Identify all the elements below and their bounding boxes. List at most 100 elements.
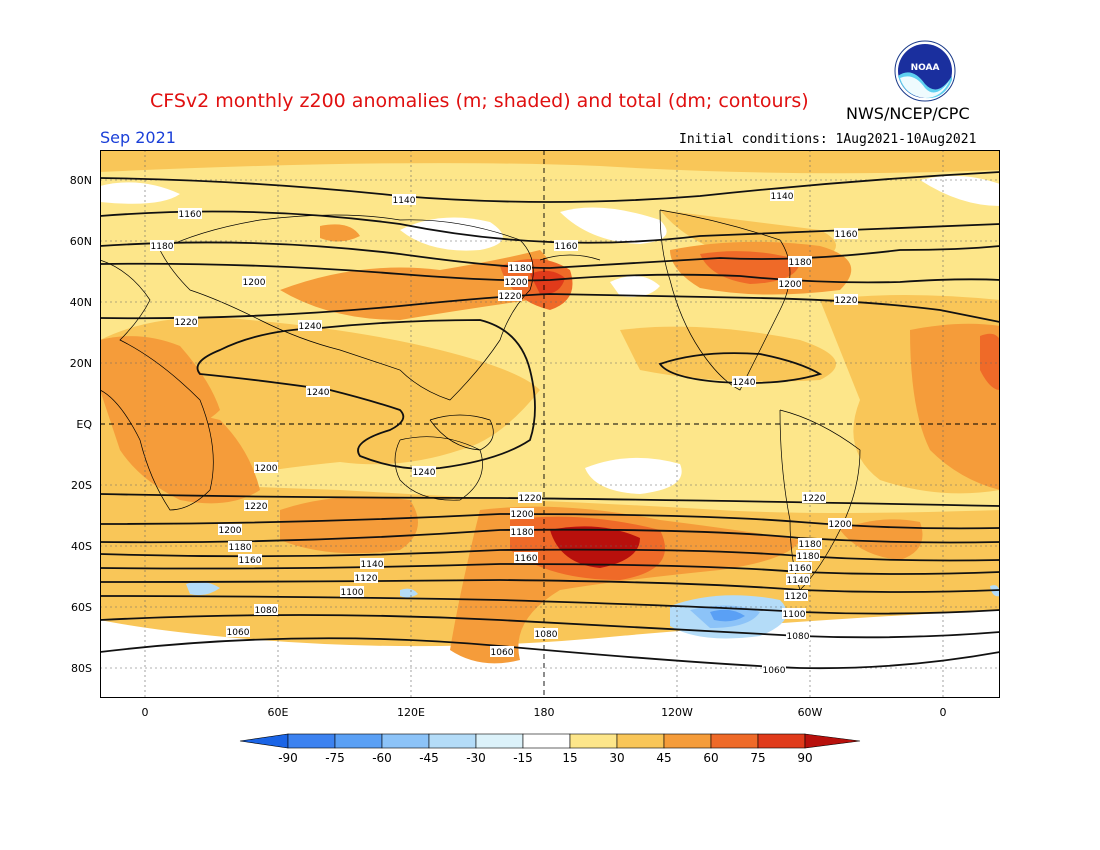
svg-text:1060: 1060: [763, 666, 786, 676]
contour-label: 1180: [510, 526, 534, 538]
contour-label: 1120: [354, 572, 378, 584]
contour-label: 1240: [732, 376, 756, 388]
contour-1100-s: [100, 595, 1000, 615]
contour-label: 1220: [244, 500, 268, 512]
colorbar-label: 60: [703, 751, 718, 765]
svg-text:1200: 1200: [243, 278, 266, 288]
contour-label: 1140: [392, 194, 416, 206]
svg-text:1220: 1220: [499, 292, 522, 302]
contour-label: 1080: [534, 628, 558, 640]
shade-45-satl: [840, 519, 923, 560]
svg-text:1200: 1200: [219, 526, 242, 536]
contour-label: 1100: [782, 608, 806, 620]
contour-label: 1240: [412, 466, 436, 478]
shade-white-greenland: [920, 175, 1000, 206]
svg-text:NOAA: NOAA: [911, 63, 940, 73]
svg-text:1200: 1200: [829, 520, 852, 530]
colorbar-swatch: [757, 733, 806, 749]
contour-label-layer: 1140 1160 1180 1160 1180 1200 1220 1140 …: [150, 190, 858, 676]
contour-1220-n: [100, 293, 1000, 323]
colorbar-label: -45: [419, 751, 439, 765]
contour-label: 1180: [228, 541, 252, 553]
contour-label: 1140: [786, 574, 810, 586]
initial-conditions: Initial conditions: 1Aug2021-10Aug2021: [679, 132, 977, 147]
contour-label: 1200: [510, 508, 534, 520]
svg-text:1080: 1080: [255, 606, 278, 616]
coast-indonesia: [429, 414, 494, 451]
contour-1220-s: [100, 493, 1000, 507]
shade-60-atl: [980, 333, 1000, 390]
lat-label-60s: 60S: [71, 601, 92, 614]
contour-label: 1220: [834, 294, 858, 306]
contour-label: 1240: [306, 386, 330, 398]
shade-neg-small: [400, 588, 418, 598]
contour-label: 1060: [490, 646, 514, 658]
colorbar-label: -75: [325, 751, 345, 765]
contour-label: 1120: [784, 590, 808, 602]
lat-label-80s: 80S: [71, 662, 92, 675]
coast-samerica: [779, 409, 861, 591]
lat-label-20s: 20S: [71, 479, 92, 492]
shade-45-atlantic: [910, 323, 1000, 490]
contour-label: 1080: [254, 604, 278, 616]
svg-text:1100: 1100: [783, 610, 806, 620]
svg-text:1080: 1080: [787, 632, 810, 642]
contour-label: 1160: [834, 228, 858, 240]
colorbar-swatch: [710, 733, 759, 749]
contour-label: 1220: [174, 316, 198, 328]
lon-label-120e: 120E: [397, 706, 425, 719]
svg-text:1180: 1180: [789, 258, 812, 268]
colorbar-labels: -90 -75 -60 -45 -30 -15 15 30 45 60 75 9…: [278, 751, 812, 765]
svg-text:1160: 1160: [515, 554, 538, 564]
lat-label-60n: 60N: [70, 235, 92, 248]
colorbar: [239, 733, 861, 749]
svg-text:1180: 1180: [511, 528, 534, 538]
colorbar-label: 75: [750, 751, 765, 765]
svg-text:1220: 1220: [175, 318, 198, 328]
svg-text:1140: 1140: [771, 192, 794, 202]
contour-label: 1080: [786, 630, 810, 642]
svg-text:1240: 1240: [299, 322, 322, 332]
coast-africa: [100, 259, 214, 511]
noaa-logo-icon: NOAA: [894, 40, 956, 102]
colorbar-swatch: [569, 733, 618, 749]
map-title: CFSv2 monthly z200 anomalies (m; shaded)…: [150, 90, 809, 112]
lon-label-0: 0: [142, 706, 149, 719]
lon-label-0-east: 0: [940, 706, 947, 719]
shade-orange-npac: [620, 326, 836, 382]
shade-neg-60: [710, 609, 745, 622]
contour-label: 1180: [798, 538, 822, 550]
lat-label-40n: 40N: [70, 296, 92, 309]
contour-1180-s: [100, 528, 1000, 544]
svg-text:1220: 1220: [803, 494, 826, 504]
contour-1240-atl: [658, 352, 823, 384]
contour-1180-n: [100, 241, 1000, 269]
svg-text:1180: 1180: [509, 264, 532, 274]
coast-eurasia: [159, 214, 534, 401]
colorbar-swatch: [334, 733, 383, 749]
contour-label: 1180: [150, 240, 174, 252]
shade-white-siberia: [400, 217, 503, 251]
shade-75-nwpac: [530, 270, 565, 295]
lon-label-120w: 120W: [661, 706, 693, 719]
shade-45-asia: [280, 250, 553, 320]
svg-text:1240: 1240: [307, 388, 330, 398]
svg-text:1220: 1220: [835, 296, 858, 306]
svg-text:1240: 1240: [733, 378, 756, 388]
svg-text:1180: 1180: [229, 543, 252, 553]
svg-text:1200: 1200: [255, 464, 278, 474]
colorbar-label: 30: [609, 751, 624, 765]
lon-label-60e: 60E: [268, 706, 289, 719]
colorbar-label: -90: [278, 751, 298, 765]
lon-label-180: 180: [534, 706, 555, 719]
svg-text:1180: 1180: [797, 552, 820, 562]
lat-label-eq: EQ: [76, 418, 92, 431]
contour-label: 1160: [514, 552, 538, 564]
colorbar-swatch: [287, 733, 336, 749]
contour-label: 1240: [298, 320, 322, 332]
contour-label: 1160: [788, 562, 812, 574]
contour-1160-s: [100, 548, 1000, 562]
contour-label: 1200: [218, 524, 242, 536]
svg-text:1120: 1120: [355, 574, 378, 584]
forecast-month: Sep 2021: [100, 128, 176, 147]
